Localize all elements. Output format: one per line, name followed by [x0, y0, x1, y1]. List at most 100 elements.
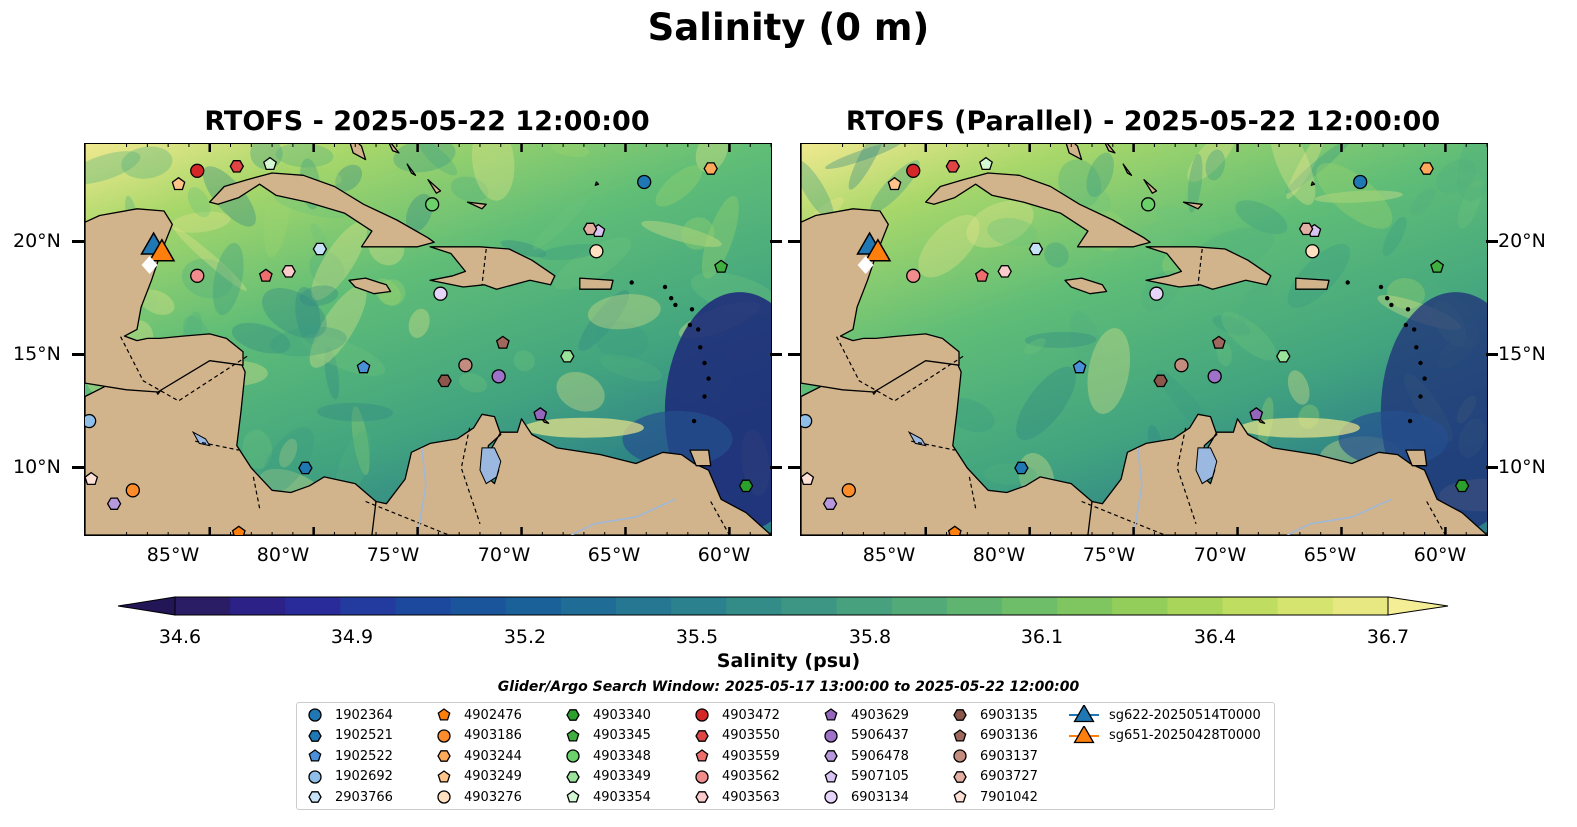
salinity-swirl [269, 326, 347, 357]
colorbar-segment [891, 597, 948, 615]
land-pr [579, 277, 614, 290]
legend-float-icon [695, 708, 709, 722]
salinity-swirl [918, 214, 980, 278]
island [1412, 327, 1417, 332]
float-marker-4902476 [231, 525, 246, 535]
salinity-swirl [1212, 315, 1251, 336]
salinity-swirl [261, 427, 315, 495]
legend-label: 4903249 [464, 769, 522, 785]
salinity-swirl [801, 159, 834, 220]
salinity-swirl [1141, 222, 1177, 252]
salinity-swirl [472, 144, 515, 201]
salinity-swirl [701, 195, 739, 279]
salinity-swirl [556, 371, 605, 412]
float-marker-4903349 [560, 349, 575, 363]
legend-item: 4903559 [692, 746, 780, 766]
country-border [1081, 500, 1166, 535]
legend-label: 5907105 [851, 769, 909, 785]
legend-label: 1902692 [335, 769, 393, 785]
lake-nicaragua [191, 430, 211, 447]
glider-marker-sg651-20250428T0000 [864, 238, 892, 262]
lon-label-75w-left: 75°W [366, 544, 420, 566]
legend-label: 4903559 [722, 748, 780, 764]
figure-title: Salinity (0 m) [647, 6, 930, 49]
legend-label: 4903550 [722, 728, 780, 744]
legend-item: 4903629 [821, 705, 909, 725]
legend-item: 6903137 [950, 746, 1038, 766]
colorbar-tick: 35.5 [675, 626, 719, 648]
float-marker-4903629 [533, 406, 548, 421]
river [416, 447, 427, 535]
lon-label-65w-right: 65°W [1303, 544, 1357, 566]
salinity-swirl [309, 251, 345, 288]
legend-label: 4903244 [464, 748, 522, 764]
salinity-swirl [1069, 310, 1104, 375]
lon-label-60w-left: 60°W [697, 544, 751, 566]
legend-item: sg622-20250514T0000 [1069, 705, 1261, 725]
legend-item: 4903276 [434, 787, 522, 807]
colorbar-segment [285, 597, 341, 615]
legend-marker [308, 791, 322, 804]
float-marker-4903550 [229, 160, 245, 173]
colorbar-extend-max [1387, 596, 1449, 616]
salinity-swirl [538, 244, 603, 261]
legend-float-icon [308, 791, 322, 804]
legend-marker [437, 790, 451, 805]
salinity-swirl [1187, 153, 1203, 213]
high-salinity-band [523, 417, 644, 438]
legend-float-icon [437, 728, 451, 743]
legend-float-icon [824, 750, 838, 763]
salinity-swirl [408, 308, 430, 338]
colorbar-segment [340, 597, 397, 615]
salinity-swirl [335, 164, 363, 192]
float-marker-4903354 [263, 156, 277, 171]
float-marker-4903348 [1141, 197, 1156, 212]
legend-marker [1073, 705, 1095, 723]
legend-float-icon [695, 729, 709, 742]
legend-marker [824, 708, 838, 721]
salinity-swirl [1187, 144, 1236, 182]
legend-item: 1902521 [305, 726, 393, 746]
lon-label-85w-left: 85°W [146, 544, 200, 566]
salinity-swirl [1235, 200, 1288, 235]
float-marker-6903727 [582, 222, 598, 236]
colorbar-segment [175, 597, 231, 615]
float-marker-4903348 [425, 197, 440, 212]
legend-item: 1902522 [305, 746, 393, 766]
land-bah4 [1143, 179, 1158, 194]
lat-tick-major [1486, 353, 1498, 356]
lon-label-80w-right: 80°W [972, 544, 1026, 566]
legend-item: 6903135 [950, 705, 1038, 725]
legend-float-icon [308, 729, 322, 742]
land-bah4 [427, 179, 442, 194]
land-cuba [209, 172, 435, 248]
legend-glider-icon [1069, 705, 1099, 723]
land-jamaica [1064, 277, 1108, 295]
float-marker-6903135 [1153, 374, 1168, 388]
legend-label: 4903276 [464, 789, 522, 805]
colorbar-label: Salinity (psu) [716, 650, 861, 672]
salinity-swirl [170, 211, 231, 233]
lat-tick-major [788, 240, 800, 243]
float-marker-5906478 [106, 497, 122, 510]
salinity-swirl [1386, 278, 1425, 309]
salinity-swirl [139, 289, 175, 315]
country-border [1197, 248, 1203, 285]
legend-item: 5906437 [821, 726, 909, 746]
float-marker-5906437 [1207, 369, 1222, 384]
salinity-swirl [242, 429, 273, 470]
salinity-swirl [299, 285, 339, 307]
land-hisp [1145, 246, 1272, 290]
land-bah1 [349, 144, 367, 161]
colorbar-tick: 34.6 [158, 626, 202, 648]
legend-label: 4902476 [464, 707, 522, 723]
salinity-map-rtofs [84, 143, 772, 536]
salinity-swirl [641, 220, 722, 247]
lat-tick-major [770, 466, 782, 469]
legend-label: 7901042 [980, 789, 1038, 805]
legend-marker [953, 749, 967, 763]
float-marker-4903472 [906, 163, 921, 178]
salinity-swirl [309, 285, 367, 368]
land-trin [1405, 449, 1428, 467]
lon-label-70w-right: 70°W [1193, 544, 1247, 566]
